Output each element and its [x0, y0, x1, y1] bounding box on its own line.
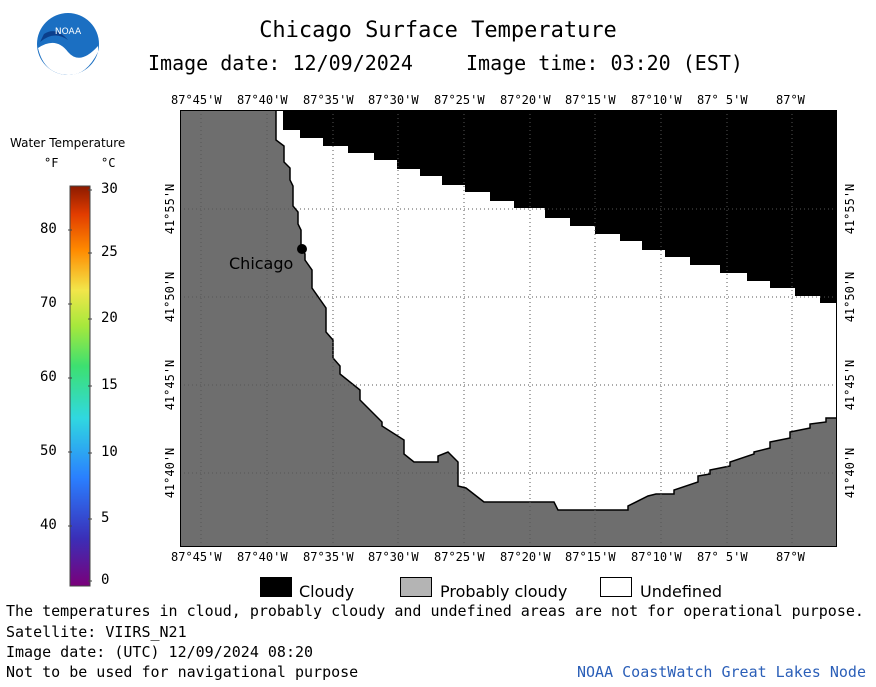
logo-text: NOAA: [55, 27, 82, 37]
legend-label-cloudy: Cloudy: [299, 582, 355, 601]
colorbar-c-tick: 5: [101, 510, 110, 526]
lat-label-right: 41°45'N: [843, 359, 857, 411]
lon-label-bottom: 87°15'W: [565, 550, 616, 564]
lon-label-top: 87°35'W: [303, 93, 354, 107]
colorbar-c-tick: 25: [101, 244, 118, 260]
lon-label-top: 87° 5'W: [697, 93, 748, 107]
page-title: Chicago Surface Temperature: [259, 18, 617, 43]
colorbar-c-tick: 20: [101, 310, 118, 326]
lon-label-bottom: 87°20'W: [500, 550, 551, 564]
lon-label-top: 87°30'W: [368, 93, 419, 107]
legend-label-undefined: Undefined: [640, 582, 723, 601]
footer-utc-date: Image date: (UTC) 12/09/2024 08:20: [6, 643, 314, 661]
colorbar-f-tick: 40: [40, 517, 57, 533]
lat-label-right: 41°50'N: [843, 271, 857, 323]
legend-swatch-probably-cloudy: [400, 577, 432, 597]
lon-label-bottom: 87°35'W: [303, 550, 354, 564]
land-area: [180, 110, 837, 547]
footer-note: The temperatures in cloud, probably clou…: [6, 602, 864, 620]
cloudy-area: [283, 110, 837, 303]
colorbar-f-tick: 60: [40, 369, 57, 385]
lat-label-left: 41°40'N: [163, 447, 177, 499]
lon-label-top: 87°45'W: [171, 93, 222, 107]
noaa-logo-icon: NOAA: [37, 13, 99, 76]
colorbar-f-tick: 80: [40, 221, 57, 237]
colorbar-c-tick: 30: [101, 181, 118, 197]
footer-credit: NOAA CoastWatch Great Lakes Node: [577, 663, 866, 681]
colorbar-f-tick: 70: [40, 295, 57, 311]
footer-nav-warning: Not to be used for navigational purpose: [6, 663, 359, 681]
lon-label-bottom: 87°W: [776, 550, 805, 564]
lon-label-bottom: 87°25'W: [434, 550, 485, 564]
legend-swatch-undefined: [600, 577, 632, 597]
lon-label-bottom: 87°40'W: [237, 550, 288, 564]
lon-label-bottom: 87°30'W: [368, 550, 419, 564]
lat-label-right: 41°40'N: [843, 447, 857, 499]
lon-label-top: 87°40'W: [237, 93, 288, 107]
lon-label-top: 87°15'W: [565, 93, 616, 107]
map-panel: [180, 110, 837, 547]
lon-label-top: 87°20'W: [500, 93, 551, 107]
colorbar-c-tick: 15: [101, 377, 118, 393]
city-label: Chicago: [229, 254, 294, 273]
colorbar-unit-c: °C: [101, 156, 116, 170]
lat-label-right: 41°55'N: [843, 183, 857, 235]
footer-satellite: Satellite: VIIRS_N21: [6, 623, 187, 641]
colorbar-c-tick: 10: [101, 444, 118, 460]
lat-label-left: 41°50'N: [163, 271, 177, 323]
lon-label-bottom: 87°10'W: [631, 550, 682, 564]
colorbar-unit-f: °F: [44, 156, 59, 170]
image-time: Image time: 03:20 (EST): [466, 51, 743, 75]
image-date: Image date: 12/09/2024: [148, 51, 413, 75]
lat-label-left: 41°55'N: [163, 183, 177, 235]
chicago-marker: [297, 244, 307, 254]
colorbar: [68, 185, 92, 587]
lon-label-bottom: 87°45'W: [171, 550, 222, 564]
lon-label-top: 87°25'W: [434, 93, 485, 107]
colorbar-title: Water Temperature: [10, 136, 126, 150]
colorbar-f-tick: 50: [40, 443, 57, 459]
graticule: [180, 110, 837, 547]
lat-label-left: 41°45'N: [163, 359, 177, 411]
legend-swatch-cloudy: [260, 577, 292, 597]
lon-label-top: 87°W: [776, 93, 805, 107]
legend-label-probably-cloudy: Probably cloudy: [440, 582, 568, 601]
colorbar-c-tick: 0: [101, 572, 110, 588]
lon-label-bottom: 87° 5'W: [697, 550, 748, 564]
lon-label-top: 87°10'W: [631, 93, 682, 107]
